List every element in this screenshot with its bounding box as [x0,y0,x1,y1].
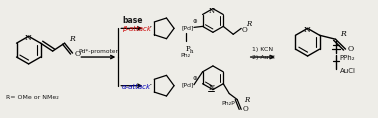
Text: ⊕: ⊕ [193,76,197,81]
Text: AuCl: AuCl [339,68,356,74]
Text: R: R [245,95,250,103]
Text: P: P [186,45,190,53]
Text: Ph₂: Ph₂ [180,53,190,58]
Text: [Pd]: [Pd] [181,82,194,87]
Text: O: O [347,45,353,53]
Text: R= OMe or NMe₂: R= OMe or NMe₂ [6,95,59,100]
Text: R: R [69,35,74,43]
Text: β-attack: β-attack [122,26,151,32]
Text: O: O [74,50,81,58]
Text: Pd*-promoter: Pd*-promoter [78,49,118,54]
Text: 2) AuCl: 2) AuCl [252,55,274,59]
Text: Ph₂P: Ph₂P [221,101,235,106]
Text: ⊕: ⊕ [193,19,197,24]
Text: R: R [246,20,252,28]
Text: N: N [24,34,31,42]
Text: O: O [241,26,247,34]
Text: ·: · [148,80,152,90]
Text: R: R [340,30,345,38]
Text: h: h [190,49,194,54]
Text: N: N [303,26,310,34]
Text: N: N [209,84,215,92]
Text: base: base [122,16,143,25]
Text: α-attack: α-attack [122,84,151,90]
Text: PPh₂: PPh₂ [339,55,355,61]
Text: [Pd]: [Pd] [181,25,194,30]
Text: 1) KCN: 1) KCN [252,47,273,52]
Text: N: N [209,7,215,15]
Text: O: O [242,105,248,113]
Text: ·: · [148,22,152,32]
